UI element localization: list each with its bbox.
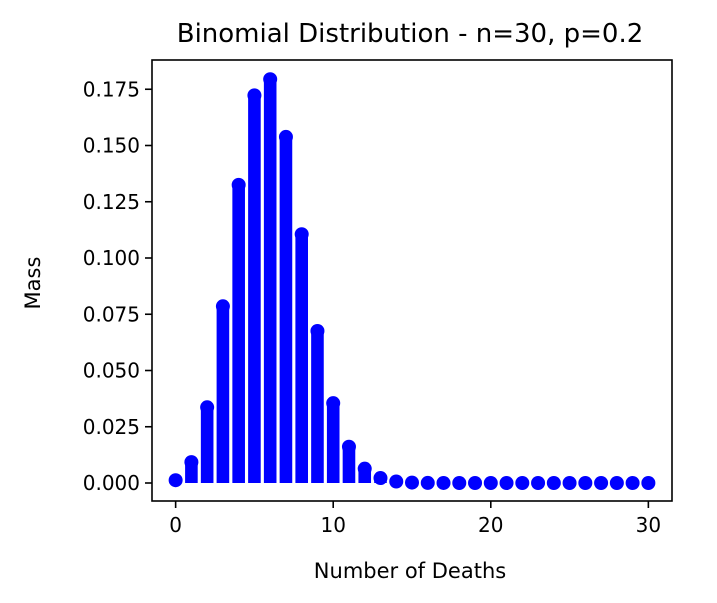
x-tick-label-3: 30 (636, 513, 661, 537)
marker-20 (483, 476, 498, 490)
y-tick-label-2: 0.050 (83, 359, 140, 383)
marker-27 (594, 476, 609, 490)
marker-12 (357, 461, 372, 476)
y-tick-label-7: 0.175 (83, 77, 140, 101)
marker-26 (578, 476, 593, 490)
y-tick-label-6: 0.150 (83, 134, 140, 158)
y-tick-label-0: 0.000 (83, 471, 140, 495)
marker-29 (625, 476, 640, 490)
y-tick-label-4: 0.100 (83, 246, 140, 270)
y-tick-label-5: 0.125 (83, 190, 140, 214)
marker-7 (278, 129, 293, 144)
x-tick-label-2: 20 (478, 513, 503, 537)
marker-15 (405, 475, 419, 490)
marker-1 (184, 455, 199, 470)
marker-25 (562, 476, 577, 490)
bar-3 (216, 306, 230, 483)
marker-6 (263, 72, 278, 87)
marker-30 (641, 476, 656, 490)
marker-22 (515, 476, 530, 490)
marker-17 (436, 475, 451, 490)
marker-3 (215, 299, 230, 314)
markers-group (168, 72, 656, 490)
bar-4 (232, 184, 245, 483)
y-tick-label-1: 0.025 (83, 415, 140, 439)
marker-5 (247, 88, 262, 103)
y-axis-label: Mass (21, 257, 45, 310)
bar-7 (279, 136, 293, 483)
marker-2 (200, 400, 215, 415)
marker-28 (609, 476, 624, 490)
bars-group (169, 79, 450, 484)
bar-8 (295, 234, 308, 483)
marker-18 (452, 476, 467, 490)
chart-title: Binomial Distribution - n=30, p=0.2 (177, 19, 644, 49)
marker-16 (420, 475, 435, 490)
marker-24 (546, 476, 561, 490)
bar-11 (342, 446, 356, 483)
x-axis: 0 10 20 30 (169, 501, 661, 537)
marker-23 (531, 476, 546, 490)
y-axis: 0.000 0.025 0.050 0.075 0.100 0.125 0.150 0.175 (83, 77, 152, 495)
marker-19 (468, 476, 483, 490)
marker-10 (326, 396, 341, 411)
marker-14 (389, 474, 404, 489)
bar-9 (311, 330, 324, 483)
bar-10 (326, 403, 340, 483)
marker-13 (373, 471, 388, 486)
marker-0 (168, 473, 183, 488)
marker-21 (499, 476, 514, 490)
bar-6 (263, 79, 277, 483)
plot-frame (151, 59, 673, 502)
bar-2 (200, 407, 214, 483)
marker-4 (231, 177, 246, 192)
x-tick-label-1: 10 (320, 513, 345, 537)
marker-8 (294, 227, 309, 242)
y-tick-label-3: 0.075 (83, 302, 140, 326)
bar-5 (248, 95, 261, 484)
x-tick-label-0: 0 (169, 513, 182, 537)
x-axis-label: Number of Deaths (314, 559, 506, 583)
marker-11 (341, 439, 356, 454)
marker-9 (310, 323, 325, 338)
